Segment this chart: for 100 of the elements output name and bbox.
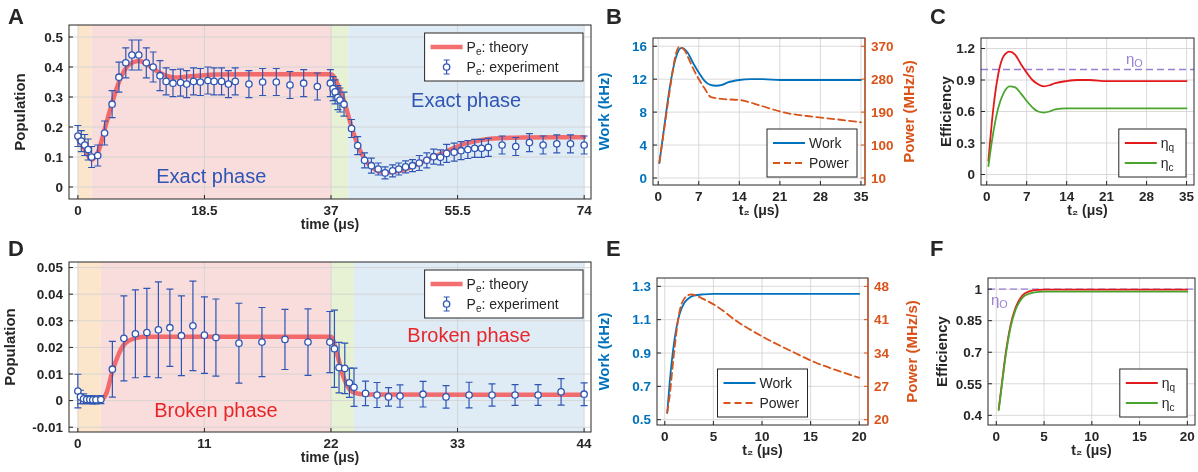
legend-label: Power (759, 394, 800, 411)
point (373, 391, 381, 399)
x-axis-title: time (μs) (300, 216, 360, 232)
x-axis-title: time (μs) (300, 449, 360, 465)
x-tick-label: 0 (74, 203, 82, 218)
x-tick-label: 21 (1099, 189, 1115, 204)
y-tick-label: 0.02 (36, 340, 63, 356)
y-axis-title: Work (kHz) (595, 312, 612, 391)
point (442, 393, 450, 401)
x-tick-label: 21 (772, 189, 788, 204)
y-tick-label: 0.7 (632, 379, 651, 395)
point (74, 387, 82, 395)
y-axis-title: Efficiency (933, 315, 950, 387)
chart-title: A (8, 4, 24, 29)
y-tick-label: 12 (631, 71, 647, 87)
legend-label: η$_{c}$ (1160, 154, 1174, 173)
band-label: Broken phase (407, 324, 531, 347)
y-tick-label: 0 (639, 170, 647, 186)
x-axis-title: t₂ (μs) (1067, 202, 1108, 218)
x-tick-label: 11 (197, 436, 213, 451)
y-tick-label: 0.01 (36, 366, 64, 382)
x-tick-label: 35 (853, 189, 869, 204)
point (108, 365, 117, 374)
y-tick-label: 0.5 (632, 412, 652, 428)
point (200, 331, 209, 340)
y-tick-label: 0.55 (955, 376, 983, 392)
legend-label: η$_{q}$ (1161, 374, 1176, 393)
y2-tick-label: 280 (871, 71, 894, 87)
line-series (987, 50, 1188, 162)
y2-tick-label: 41 (874, 312, 890, 328)
y-tick-label: 0.3 (956, 135, 976, 151)
x-tick-label: 14 (731, 189, 748, 204)
ref-line-label: η$_{O}$ (1125, 49, 1143, 69)
point (281, 335, 289, 344)
point (396, 392, 404, 400)
y-tick-label: 0.7 (963, 344, 982, 360)
y-axis-title: Efficiency (937, 75, 954, 147)
x-tick-label: 44 (576, 436, 593, 451)
y-tick-label: 0.5 (44, 29, 64, 45)
legend-label: P$_{e}$: experiment (466, 58, 559, 77)
y-tick-label: 0 (55, 393, 63, 409)
y-tick-label: 0.4 (963, 408, 983, 424)
x-axis-title: t₂ (μs) (738, 202, 780, 218)
y-tick-label: 1.3 (632, 279, 652, 295)
x-tick-label: 28 (1139, 189, 1155, 204)
legend-label: η$_{q}$ (1160, 134, 1175, 153)
point (235, 339, 243, 347)
x-tick-label: 0 (654, 189, 662, 204)
point (384, 393, 393, 401)
point (154, 325, 163, 334)
point (143, 328, 151, 337)
y2-tick-label: 27 (874, 379, 890, 395)
y-tick-label: 4 (639, 137, 648, 153)
point (189, 322, 197, 330)
y-tick-label: 0.03 (36, 313, 64, 329)
point (120, 334, 128, 343)
y-tick-label: 0.2 (44, 119, 63, 135)
y-tick-label: 1.2 (956, 41, 975, 57)
point (580, 390, 588, 399)
point (304, 338, 312, 346)
x-axis-title: t₂ (μs) (1071, 442, 1112, 458)
x-tick-label: 14 (1059, 189, 1075, 204)
legend-label: Work (759, 374, 793, 391)
y2-tick-label: 10 (871, 170, 887, 186)
x-tick-label: 18.5 (191, 203, 219, 218)
y-tick-label: 0.9 (632, 345, 651, 361)
y2-tick-label: 100 (871, 137, 894, 153)
x-tick-label: 33 (450, 436, 466, 451)
y-axis-title: Work (kHz) (595, 72, 612, 151)
x-tick-label: 0 (74, 436, 82, 451)
x-tick-label: 10 (754, 429, 770, 444)
y-tick-label: 0.85 (955, 313, 983, 329)
y-tick-label: -0.01 (32, 419, 64, 435)
x-tick-label: 0 (992, 429, 1001, 444)
legend-label: Work (809, 134, 843, 151)
chart-title: C (930, 4, 946, 29)
point (131, 329, 140, 338)
x-tick-label: 20 (851, 429, 867, 444)
x-tick-label: 5 (1040, 429, 1049, 444)
y-tick-label: 1 (974, 281, 983, 297)
point (361, 389, 370, 398)
chart-title: D (8, 236, 24, 261)
x-tick-label: 15 (1132, 429, 1148, 444)
point (212, 333, 220, 342)
point (345, 378, 354, 387)
y-tick-label: 0.4 (44, 59, 64, 75)
legend-label: Power (809, 154, 850, 171)
x-tick-label: 28 (812, 189, 829, 204)
point (534, 391, 542, 399)
y-tick-label: 1.1 (632, 312, 652, 328)
chart-title: B (606, 4, 622, 29)
legend-label: η$_{c}$ (1161, 394, 1175, 413)
x-tick-label: 20 (1179, 429, 1195, 444)
point (258, 338, 266, 346)
x-tick-label: 74 (576, 203, 593, 218)
y-tick-label: 0.3 (44, 89, 64, 105)
point (419, 390, 427, 399)
point (330, 344, 339, 353)
band-label: Exact phase (156, 165, 267, 188)
y2-axis-title: Power (MHz/s) (899, 60, 917, 163)
